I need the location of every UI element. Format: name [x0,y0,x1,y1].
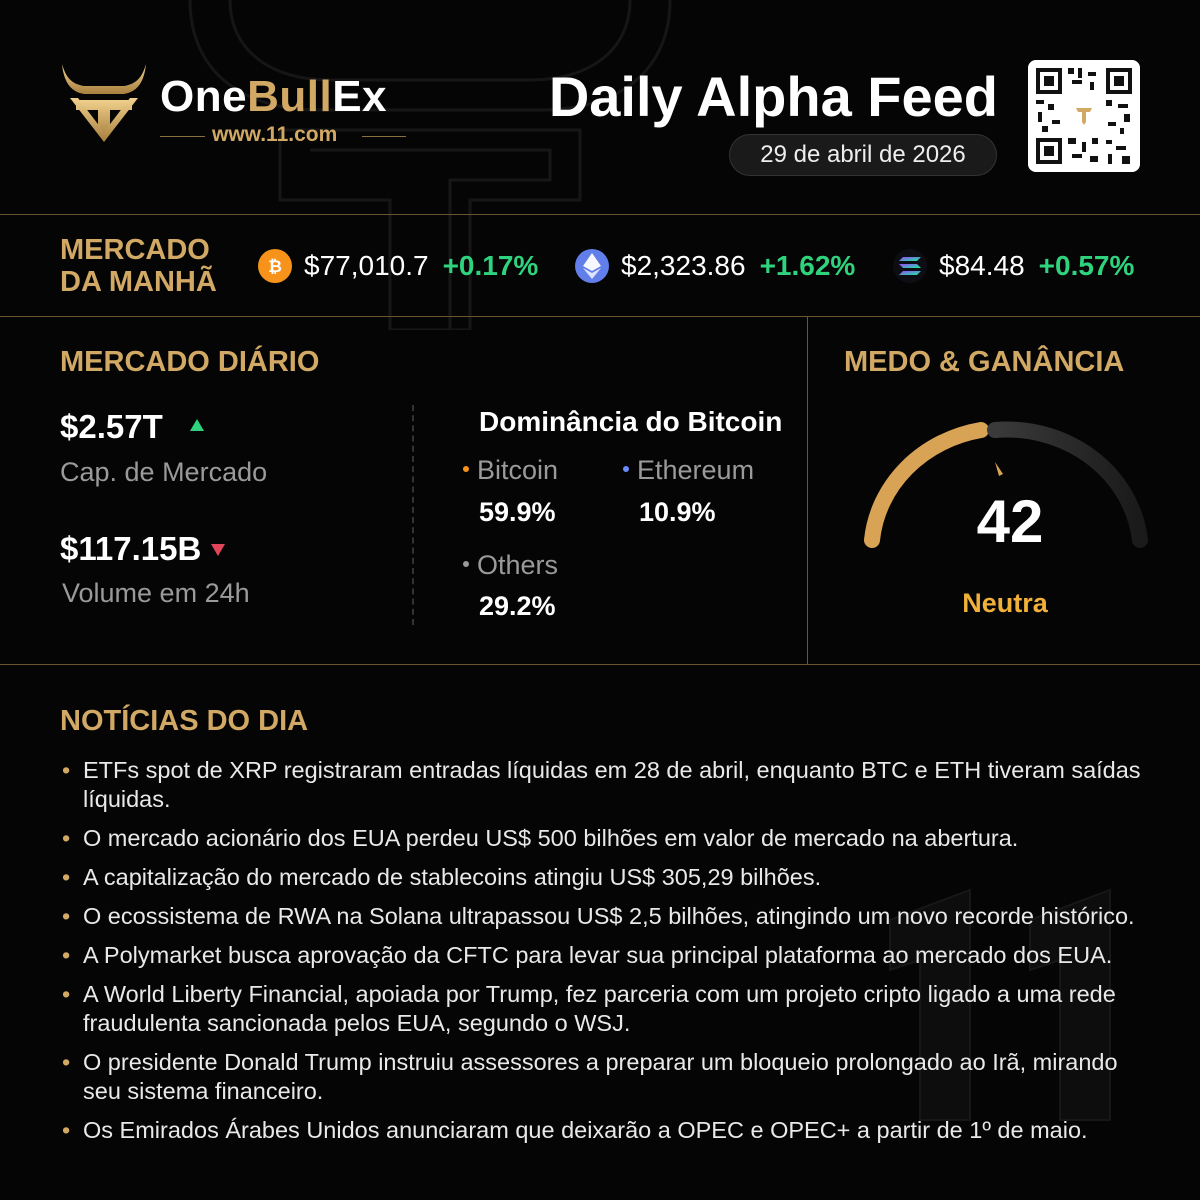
date-badge: 29 de abril de 2026 [729,134,997,176]
coin-ticker-btc[interactable]: ₿ $77,010.7 +0.17% [258,248,538,284]
news-text: A Polymarket busca aprovação da CFTC par… [83,942,1113,968]
dominance-others-value: 29.2% [479,591,556,621]
coin-ticker-eth[interactable]: $2,323.86 +1.62% [575,248,855,284]
news-item: • O mercado acionário dos EUA perdeu US$ … [60,824,1150,853]
ethereum-dot-icon [623,465,629,472]
eth-price: $2,323.86 [621,250,746,281]
bullet-icon: • [62,981,71,1007]
sol-change: +0.57% [1038,250,1135,281]
dominance-ethereum-label: Ethereum [637,455,755,485]
fear-greed-value: 42 [976,488,1044,555]
fear-greed-divider [807,316,808,664]
news-item: • O ecossistema de RWA na Solana ultrapas… [60,902,1150,931]
fear-greed-label: Neutra [962,588,1048,618]
qr-code-icon[interactable] [1028,60,1140,172]
solana-icon [893,249,927,283]
bullet-icon: • [62,1049,71,1075]
daily-market-title: MERCADO DIÁRIO [60,346,320,378]
onebullex-logo-icon [62,64,146,142]
news-item: • A capitalização do mercado de stablecoi… [60,863,1150,892]
dominance-title: Dominância do Bitcoin [479,406,783,437]
dominance-bitcoin-label: Bitcoin [477,455,559,485]
dominance-ethereum-value: 10.9% [639,497,716,527]
dominance-bitcoin-value: 59.9% [479,497,556,527]
down-triangle-icon [211,544,225,556]
brand-ex: Ex [332,72,388,121]
fear-greed-title: MEDO & GANÂNCIA [844,346,1125,378]
news-item: • ETFs spot de XRP registraram entradas l… [60,756,1150,814]
market-cap-label: Cap. de Mercado [60,457,268,487]
dominance-item-bitcoin: Bitcoin [463,455,558,486]
bullet-icon: • [62,757,71,783]
bullet-icon: • [62,942,71,968]
dominance-item-ethereum: Ethereum [623,455,754,486]
brand-one: One [160,72,248,121]
news-text: O mercado acionário dos EUA perdeu US$ 5… [83,825,1019,851]
eth-change: +1.62% [759,250,856,281]
morning-title-line2: DA MANHÃ [60,266,217,298]
bullet-icon: • [62,864,71,890]
coin-ticker-sol[interactable]: $84.48 +0.57% [893,248,1134,284]
news-text: A capitalização do mercado de stablecoin… [83,864,822,890]
btc-price: $77,010.7 [304,250,429,281]
header-divider [0,214,1200,215]
bullet-icon: • [62,903,71,929]
news-title: NOTÍCIAS DO DIA [60,705,309,737]
market-cap-value: $2.57T [60,408,163,445]
daily-bottom-divider [0,664,1200,665]
morning-divider [0,316,1200,317]
news-text: O presidente Donald Trump instruiu asses… [83,1049,1118,1104]
others-dot-icon [463,560,469,567]
news-text: Os Emirados Árabes Unidos anunciaram que… [83,1117,1088,1143]
page-title: Daily Alpha Feed [548,65,998,128]
morning-market-title: MERCADO DA MANHÃ [60,234,217,298]
volume-label: Volume em 24h [62,578,250,608]
brand-name: OneBullEx [160,72,387,122]
daily-divider [412,405,414,625]
news-text: ETFs spot de XRP registraram entradas lí… [83,757,1141,812]
news-item: • O presidente Donald Trump instruiu asse… [60,1048,1150,1106]
bullet-icon: • [62,825,71,851]
bitcoin-dot-icon [463,465,469,472]
site-divider-left [160,136,205,137]
news-item: • A World Liberty Financial, apoiada por … [60,980,1150,1038]
news-text: A World Liberty Financial, apoiada por T… [83,981,1116,1036]
news-text: O ecossistema de RWA na Solana ultrapass… [83,903,1135,929]
site-url[interactable]: www.11.com [212,123,338,146]
bitcoin-icon: ₿ [258,249,292,283]
dominance-item-others: Others [463,550,558,581]
ethereum-icon [575,249,609,283]
news-item: • Os Emirados Árabes Unidos anunciaram qu… [60,1116,1150,1145]
bullet-icon: • [62,1117,71,1143]
brand-bull: Bull [247,72,333,121]
svg-text:₿: ₿ [268,257,282,276]
news-item: • A Polymarket busca aprovação da CFTC pa… [60,941,1150,970]
volume-value: $117.15B [60,530,202,567]
dominance-others-label: Others [477,550,559,580]
sol-price: $84.48 [939,250,1025,281]
btc-change: +0.17% [442,250,539,281]
up-triangle-icon [190,419,204,431]
site-divider-right [362,136,406,137]
news-list: • ETFs spot de XRP registraram entradas l… [60,756,1150,1155]
morning-title-line1: MERCADO [60,234,210,266]
